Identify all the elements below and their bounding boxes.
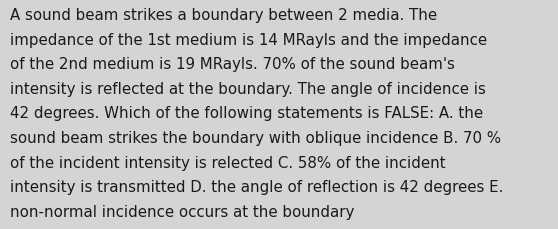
Text: of the 2nd medium is 19 MRayls. 70% of the sound beam's: of the 2nd medium is 19 MRayls. 70% of t… bbox=[10, 57, 455, 72]
Text: non-normal incidence occurs at the boundary: non-normal incidence occurs at the bound… bbox=[10, 204, 354, 219]
Text: A sound beam strikes a boundary between 2 media. The: A sound beam strikes a boundary between … bbox=[10, 8, 437, 23]
Text: sound beam strikes the boundary with oblique incidence B. 70 %: sound beam strikes the boundary with obl… bbox=[10, 131, 501, 145]
Text: of the incident intensity is relected C. 58% of the incident: of the incident intensity is relected C.… bbox=[10, 155, 446, 170]
Text: intensity is reflected at the boundary. The angle of incidence is: intensity is reflected at the boundary. … bbox=[10, 82, 486, 96]
Text: intensity is transmitted D. the angle of reflection is 42 degrees E.: intensity is transmitted D. the angle of… bbox=[10, 180, 503, 194]
Text: impedance of the 1st medium is 14 MRayls and the impedance: impedance of the 1st medium is 14 MRayls… bbox=[10, 33, 487, 47]
Text: 42 degrees. Which of the following statements is FALSE: A. the: 42 degrees. Which of the following state… bbox=[10, 106, 483, 121]
